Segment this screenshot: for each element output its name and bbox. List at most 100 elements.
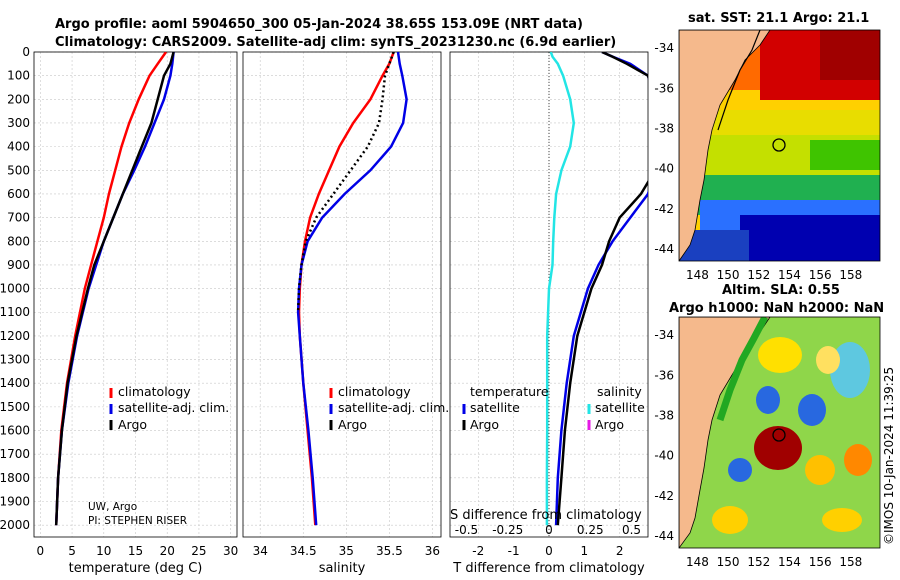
y-tick-label: 900 bbox=[7, 258, 30, 272]
header-line1: Argo profile: aoml 5904650_300 05-Jan-20… bbox=[55, 17, 583, 32]
y-tick-label: 100 bbox=[7, 69, 30, 83]
annotation-uw: UW, Argo bbox=[88, 501, 137, 513]
map-y-tick: -36 bbox=[654, 368, 674, 382]
x-tick-label: 1 bbox=[581, 544, 589, 558]
axes-frame bbox=[242, 51, 442, 538]
legend-argo: Argo bbox=[338, 417, 367, 432]
y-tick-label: 400 bbox=[7, 140, 30, 154]
x-axis-label: T difference from climatology bbox=[452, 561, 645, 576]
map-y-tick: -44 bbox=[654, 242, 674, 256]
legend-climatology: climatology bbox=[338, 384, 411, 399]
x-tick-label: 2 bbox=[616, 544, 624, 558]
axes-frame bbox=[33, 51, 238, 538]
map-x-tick: 156 bbox=[809, 268, 832, 282]
y-tick-label: 2000 bbox=[0, 518, 30, 532]
map-y-tick: -44 bbox=[654, 529, 674, 543]
s-tick-label: 0 bbox=[545, 523, 553, 537]
map-x-tick: 154 bbox=[778, 555, 801, 569]
y-tick-label: 1500 bbox=[0, 400, 30, 414]
argo-location-marker bbox=[772, 428, 786, 442]
map-y-tick: -42 bbox=[654, 489, 674, 503]
y-tick-label: 1200 bbox=[0, 329, 30, 343]
map-y-tick: -42 bbox=[654, 202, 674, 216]
x-tick-label: -2 bbox=[472, 544, 484, 558]
legend-climatology: climatology bbox=[118, 384, 191, 399]
x-tick-label: 30 bbox=[223, 544, 238, 558]
s-tick-label: -0.25 bbox=[492, 523, 523, 537]
sla-map-title1: Altim. SLA: 0.55 bbox=[722, 283, 840, 298]
map-y-tick: -38 bbox=[654, 121, 674, 135]
legend-s-argo: Argo bbox=[595, 417, 624, 432]
s-difference-label: S difference from climatology bbox=[450, 508, 642, 523]
map-y-tick: -38 bbox=[654, 408, 674, 422]
map-y-tick: -34 bbox=[654, 41, 674, 55]
difference-legend: temperature satellite Argo salinity sate… bbox=[450, 384, 645, 523]
x-tick-label: 5 bbox=[68, 544, 76, 558]
map-y-tick: -34 bbox=[654, 328, 674, 342]
map-x-tick: 154 bbox=[778, 268, 801, 282]
x-tick-label: 36 bbox=[425, 544, 440, 558]
y-tick-label: 200 bbox=[7, 92, 30, 106]
x-tick-label: 34.5 bbox=[290, 544, 317, 558]
sla-map-ticks: 148 150 152 154 156 158 -34 -36 -38 -40 -42 -44 bbox=[654, 328, 862, 569]
difference-panel: -2 -1 0 1 2 -0.5 -0.25 0 0.25 0.5 T difference fro… bbox=[449, 51, 649, 576]
temperature-panel: 0100200300400500600700800900100011001200… bbox=[0, 45, 238, 576]
map-y-tick: -40 bbox=[654, 162, 674, 176]
y-tick-label: 300 bbox=[7, 116, 30, 130]
map-x-tick: 150 bbox=[717, 555, 740, 569]
x-axis-label: temperature (deg C) bbox=[69, 561, 203, 576]
map-x-tick: 158 bbox=[839, 555, 862, 569]
y-tick-label: 600 bbox=[7, 187, 30, 201]
legend-t-satellite: satellite bbox=[470, 400, 520, 415]
sst-map-ticks: 148 150 152 154 156 158 -34 -36 -38 -40 -42 -44 bbox=[654, 41, 862, 282]
series-argo bbox=[296, 52, 395, 313]
series-temperature-argo bbox=[556, 52, 648, 526]
map-x-tick: 148 bbox=[686, 555, 709, 569]
legend-t-argo: Argo bbox=[470, 417, 499, 432]
s-tick-label: 0.25 bbox=[577, 523, 604, 537]
temperature-legend: climatology satellite-adj. clim. Argo UW… bbox=[88, 384, 229, 527]
y-tick-label: 800 bbox=[7, 234, 30, 248]
map-x-tick: 156 bbox=[809, 555, 832, 569]
y-tick-label: 1100 bbox=[0, 305, 30, 319]
argo-location-marker bbox=[772, 138, 786, 152]
x-tick-label: 35 bbox=[339, 544, 354, 558]
y-tick-label: 500 bbox=[7, 163, 30, 177]
sla-map-frame bbox=[678, 316, 881, 549]
header-line2: Climatology: CARS2009. Satellite-adj cli… bbox=[55, 35, 616, 50]
x-tick-label: 0 bbox=[545, 544, 553, 558]
x-tick-label: 15 bbox=[128, 544, 143, 558]
x-tick-label: 0 bbox=[37, 544, 45, 558]
legend-salinity-title: salinity bbox=[597, 384, 642, 399]
x-tick-label: 25 bbox=[191, 544, 206, 558]
legend-temperature-title: temperature bbox=[470, 384, 549, 399]
series-satellite-adj-clim- bbox=[296, 52, 408, 526]
series-salinity-satellite bbox=[545, 52, 576, 526]
y-tick-label: 1600 bbox=[0, 424, 30, 438]
salinity-legend: climatology satellite-adj. clim. Argo bbox=[329, 384, 449, 432]
y-tick-label: 700 bbox=[7, 211, 30, 225]
sst-map-frame bbox=[678, 29, 881, 262]
legend-satellite: satellite-adj. clim. bbox=[118, 400, 229, 415]
y-tick-label: 1300 bbox=[0, 353, 30, 367]
y-tick-label: 1900 bbox=[0, 495, 30, 509]
map-y-tick: -36 bbox=[654, 81, 674, 95]
s-tick-label: -0.5 bbox=[455, 523, 478, 537]
sla-map: Altim. SLA: 0.55 Argo h1000: NaN h2000: … bbox=[669, 283, 884, 549]
y-tick-label: 0 bbox=[22, 45, 30, 59]
sst-map: sat. SST: 21.1 Argo: 21.1 bbox=[678, 11, 881, 262]
x-tick-label: 35.5 bbox=[376, 544, 403, 558]
map-x-tick: 152 bbox=[747, 268, 770, 282]
map-x-tick: 152 bbox=[747, 555, 770, 569]
x-tick-label: -1 bbox=[508, 544, 520, 558]
sst-map-title: sat. SST: 21.1 Argo: 21.1 bbox=[688, 11, 869, 26]
imos-stamp: ©IMOS 10-Jan-2024 11:39:25 bbox=[882, 367, 896, 545]
y-tick-label: 1000 bbox=[0, 282, 30, 296]
annotation-pi: PI: STEPHEN RISER bbox=[88, 515, 187, 527]
map-x-tick: 158 bbox=[839, 268, 862, 282]
sla-map-title2: Argo h1000: NaN h2000: NaN bbox=[669, 301, 884, 316]
s-tick-label: 0.5 bbox=[622, 523, 641, 537]
legend-satellite: satellite-adj. clim. bbox=[338, 400, 449, 415]
x-tick-label: 10 bbox=[96, 544, 111, 558]
